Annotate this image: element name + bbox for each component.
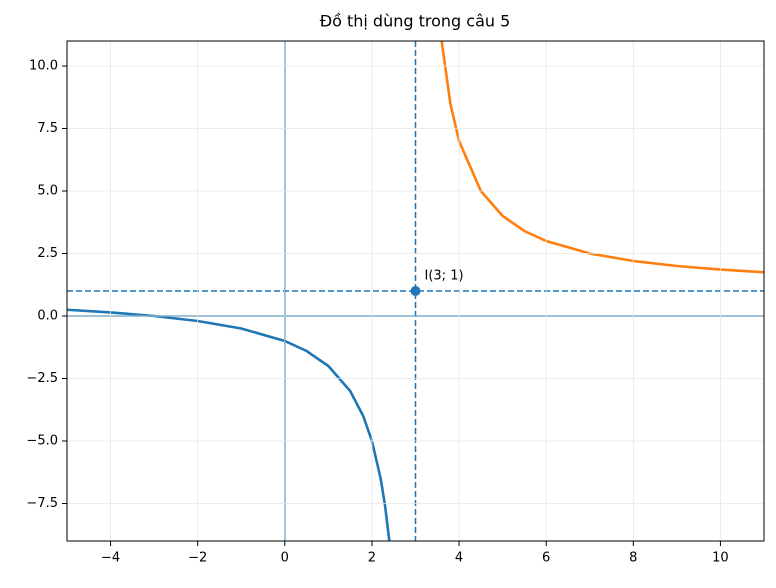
x-tick-label: 10	[712, 551, 729, 566]
x-tick-label: 4	[455, 551, 463, 566]
curve	[67, 308, 391, 541]
x-tick-label: −4	[101, 551, 120, 566]
point-label: I(3; 1)	[425, 269, 464, 284]
y-tick-label: 0.0	[37, 309, 58, 324]
y-tick-label: −5.0	[26, 434, 58, 449]
curve	[440, 41, 764, 274]
y-tick-label: −2.5	[26, 371, 58, 386]
point	[410, 286, 421, 296]
chart-title: Đồ thị dùng trong câu 5	[320, 12, 511, 31]
x-tick-label: 8	[629, 551, 637, 566]
y-tick-label: 7.5	[37, 121, 58, 136]
x-tick-label: −2	[188, 551, 207, 566]
x-tick-label: 6	[542, 551, 550, 566]
plot-frame	[66, 40, 765, 542]
y-tick-label: 5.0	[37, 184, 58, 199]
x-tick-label: 0	[281, 551, 289, 566]
y-tick-label: −7.5	[26, 496, 58, 511]
y-tick-label: 10.0	[29, 59, 58, 74]
y-tick-label: 2.5	[37, 246, 58, 261]
x-tick-label: 2	[368, 551, 376, 566]
